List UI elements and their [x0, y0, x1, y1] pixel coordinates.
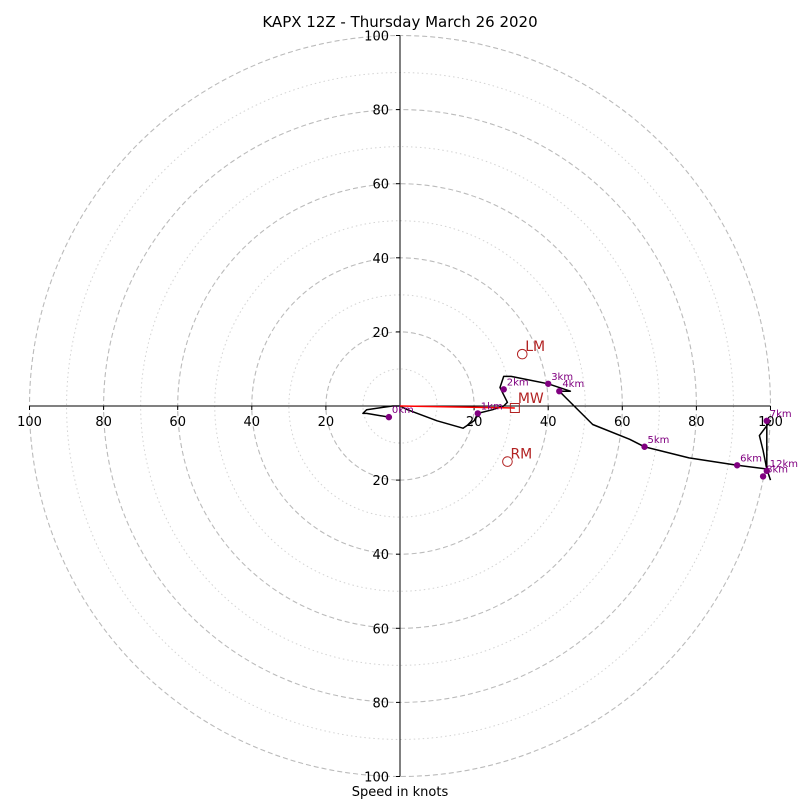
x-tick-label: 100 [758, 415, 783, 430]
height-point-7km [763, 417, 770, 425]
x-axis-label: Speed in knots [352, 785, 449, 800]
y-tick-label: 60 [372, 178, 389, 193]
height-label-2km: 2km [507, 377, 529, 388]
height-label-8km: 8km [766, 464, 788, 475]
y-tick-label: 40 [372, 252, 389, 267]
x-tick-label: 20 [318, 415, 335, 430]
height-point-1km [474, 410, 482, 417]
height-label-7km: 7km [770, 409, 792, 420]
height-label-6km: 6km [740, 453, 762, 464]
x-tick-label: 80 [95, 415, 112, 430]
height-point-4km [556, 387, 563, 395]
height-label-0km: 0km [392, 405, 414, 416]
height-label-4km: 4km [562, 379, 584, 390]
height-point-5km [641, 443, 648, 450]
height-point-3km [545, 380, 552, 387]
y-tick-label: 20 [372, 326, 389, 341]
height-label-3km: 3km [551, 372, 573, 383]
y-tick-label: 20 [372, 474, 389, 489]
height-label-1km: 1km [481, 401, 503, 412]
height-point-12km [763, 467, 770, 475]
chart-title: KAPX 12Z - Thursday March 26 2020 [262, 13, 537, 31]
height-point-2km [500, 386, 507, 393]
height-point-8km [759, 473, 767, 480]
x-tick-label: 20 [466, 415, 483, 430]
storm-motion-MW-marker [509, 403, 520, 413]
mean-wind-vector [399, 405, 515, 409]
hodograph-line [362, 375, 772, 481]
x-tick-label: 100 [17, 415, 42, 430]
storm-motion-MW-label: MW [518, 391, 544, 407]
height-label-12km: 12km [770, 459, 798, 470]
tick-labels: 20 20 20 20 40 40 40 40 60 60 60 60 80 80 80 80 100 100 10… [17, 30, 783, 786]
storm-motion-RM-label: RM [510, 447, 532, 463]
storm-motion-LM-marker [516, 348, 528, 360]
y-tick-label: 100 [364, 30, 389, 45]
y-tick-label: 80 [372, 104, 389, 119]
hodograph-trace [362, 375, 772, 481]
x-tick-label: 80 [688, 415, 705, 430]
storm-motion-markers: LM MW RM [502, 339, 545, 467]
height-point-0km [385, 413, 393, 421]
y-tick-label: 60 [372, 622, 389, 637]
x-tick-label: 60 [614, 415, 631, 430]
x-tick-label: 40 [244, 415, 261, 430]
x-tick-label: 60 [169, 415, 186, 430]
y-tick-label: 40 [372, 548, 389, 563]
x-tick-label: 40 [540, 415, 557, 430]
storm-motion-RM-marker [502, 456, 513, 467]
y-tick-label: 100 [364, 771, 389, 786]
y-tick-label: 80 [372, 696, 389, 711]
height-label-5km: 5km [648, 435, 670, 446]
height-point-6km [733, 462, 741, 469]
storm-motion-LM-label: LM [525, 339, 545, 355]
